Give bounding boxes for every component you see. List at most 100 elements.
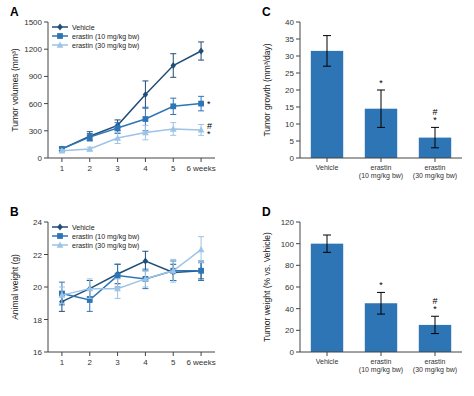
text-line: erastin: [370, 358, 391, 365]
error-bar: [170, 259, 176, 282]
y-tick: [44, 319, 48, 320]
x-axis-line: [300, 352, 462, 353]
point: [198, 267, 203, 274]
text-line: erastin: [370, 164, 391, 171]
point: [115, 273, 121, 279]
y-tick: [44, 130, 48, 131]
y-tick-label: 30: [285, 52, 294, 61]
y-tick: [296, 124, 300, 125]
bar: [311, 244, 343, 352]
y-tick: [44, 158, 48, 159]
point: [86, 285, 93, 291]
x-tick-label: 3: [115, 164, 120, 173]
legend-marker: [57, 224, 62, 231]
annotations: *#*: [379, 280, 437, 314]
y-tick-label: 20: [285, 326, 294, 335]
x-tick-label: 6 weeks: [186, 358, 215, 367]
y-axis-line: [48, 222, 49, 352]
point: [114, 285, 121, 291]
point: [143, 258, 148, 265]
y-tick-label: 0: [38, 154, 43, 163]
series-line: [62, 51, 201, 149]
point: [86, 146, 93, 152]
panel: 1618202224Animal weight (g)B123456 weeks…: [10, 205, 216, 367]
annotation: *: [379, 280, 383, 290]
series-line: [62, 271, 201, 300]
y-tick-label: 900: [29, 72, 43, 81]
point: [142, 275, 149, 281]
error-bar: [170, 123, 176, 136]
y-axis-line: [300, 22, 301, 158]
y-tick-label: 100: [281, 240, 295, 249]
y-tick-label: 300: [29, 127, 43, 136]
y-tick-label: 20: [33, 283, 42, 292]
x-tick-label: 6 weeks: [186, 164, 215, 173]
error-bar: [198, 237, 204, 263]
annotation: *: [379, 78, 383, 88]
error-bar: [115, 133, 121, 144]
x-tick-label: Vehicle: [316, 164, 339, 171]
x-tick-label: erastin(10 mg/kg bw): [359, 164, 403, 180]
y-tick: [44, 49, 48, 50]
point: [170, 267, 177, 273]
point: [170, 103, 176, 109]
y-tick: [296, 330, 300, 331]
y-tick: [296, 39, 300, 40]
y-tick-label: 5: [290, 137, 295, 146]
text-line: *: [433, 304, 437, 314]
y-tick: [296, 243, 300, 244]
x-tick-label: 5: [171, 164, 176, 173]
y-tick-label: 24: [33, 218, 42, 227]
y-tick-label: 16: [33, 348, 42, 357]
y-tick: [44, 352, 48, 353]
y-tick-label: 18: [33, 316, 42, 325]
y-tick-label: 25: [285, 69, 294, 78]
error-bar: [198, 261, 204, 281]
plot-area: [311, 235, 451, 352]
x-tick-label: 2: [88, 358, 93, 367]
text-line: *: [379, 78, 383, 88]
series-line: [62, 261, 201, 302]
error-bar: [170, 98, 176, 114]
legend-marker: [57, 233, 63, 239]
y-axis-label: Animal weight (g): [10, 254, 20, 320]
x-tick: [117, 158, 118, 162]
y-tick-label: 0: [290, 154, 295, 163]
error-bar: [431, 127, 439, 147]
annotation: #*: [432, 107, 437, 125]
error-bar: [198, 124, 204, 135]
legend-marker: [57, 33, 63, 39]
point: [142, 129, 149, 135]
legend-label: erastin (10 mg/kg bw): [72, 33, 139, 41]
panel-title: C: [262, 5, 271, 19]
y-tick: [44, 222, 48, 223]
error-bar: [323, 36, 331, 67]
error-bar: [170, 54, 176, 78]
plot-area: [59, 42, 205, 154]
x-tick: [327, 158, 328, 162]
y-axis-label: Tumor volumes (mm³): [10, 48, 20, 131]
x-tick-label: Vehicle: [316, 358, 339, 365]
y-tick: [296, 90, 300, 91]
y-tick: [44, 287, 48, 288]
y-tick: [296, 56, 300, 57]
x-tick: [145, 158, 146, 162]
y-tick-label: 80: [285, 261, 294, 270]
x-tick: [61, 158, 62, 162]
panel: 0510152025303540Tumor growth (mm³/day)C*…: [262, 5, 462, 180]
error-bar: [87, 279, 93, 299]
error-bar: [142, 271, 148, 287]
text-line: erastin: [424, 164, 445, 171]
error-bar: [142, 125, 148, 140]
x-tick: [381, 352, 382, 356]
y-tick: [44, 76, 48, 77]
y-axis-line: [48, 22, 49, 158]
x-tick: [89, 158, 90, 162]
panel: 030060090012001500Tumor volumes (mm³)A*#…: [10, 5, 216, 173]
text-line: (30 mg/kg bw): [413, 172, 457, 180]
x-tick: [327, 352, 328, 356]
error-bar: [377, 292, 385, 314]
y-tick: [296, 222, 300, 223]
error-bar: [115, 123, 121, 134]
error-bar: [115, 120, 121, 131]
